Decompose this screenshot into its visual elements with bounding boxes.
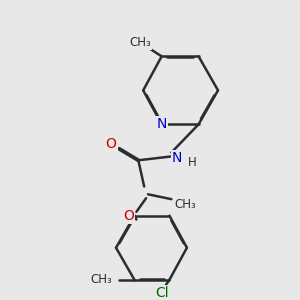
Text: Cl: Cl [155,286,169,300]
Text: N: N [172,152,182,165]
Text: CH₃: CH₃ [91,273,112,286]
Text: O: O [106,137,117,151]
Text: CH₃: CH₃ [174,197,196,211]
Text: CH₃: CH₃ [129,36,151,49]
Text: O: O [123,209,134,223]
Text: N: N [157,117,167,131]
Text: H: H [188,156,197,169]
